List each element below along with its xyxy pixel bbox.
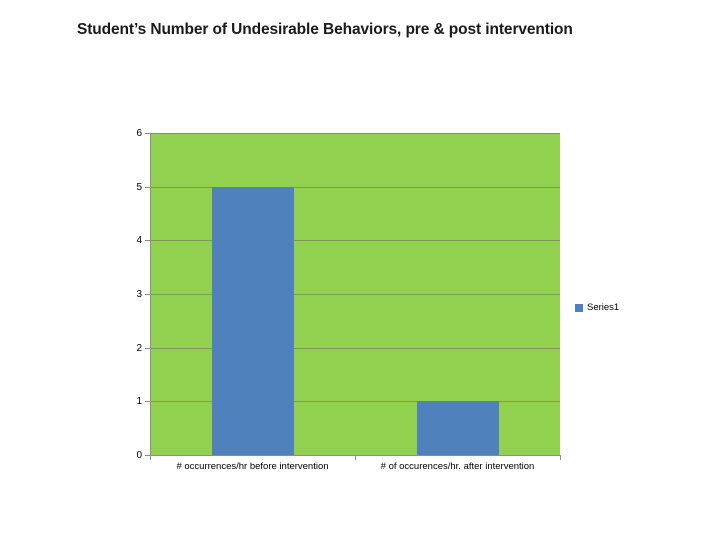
y-axis-tick-label: 2 bbox=[136, 342, 142, 354]
bar[interactable] bbox=[211, 186, 294, 455]
x-axis-category-label: # occurrences/hr before intervention bbox=[176, 461, 329, 472]
x-axis-tick bbox=[560, 455, 561, 460]
y-axis-tick-label: 1 bbox=[136, 396, 142, 408]
y-axis-line bbox=[150, 133, 151, 456]
bar[interactable] bbox=[416, 401, 499, 455]
y-axis-tick bbox=[145, 401, 150, 403]
x-axis-category-label: # of occurences/hr. after intervention bbox=[380, 461, 535, 472]
gridline bbox=[150, 401, 560, 403]
y-axis-tick bbox=[145, 133, 150, 134]
y-axis-tick bbox=[145, 455, 150, 456]
x-axis-tick bbox=[355, 455, 356, 460]
y-axis-tick-label: 6 bbox=[136, 128, 142, 139]
slide-title: Student’s Number of Undesirable Behavior… bbox=[77, 21, 573, 38]
gridline bbox=[150, 347, 560, 349]
gridline bbox=[150, 240, 560, 242]
plot-area bbox=[150, 133, 560, 455]
gridline bbox=[150, 186, 560, 188]
x-axis-tick bbox=[150, 455, 151, 460]
gridline bbox=[150, 133, 560, 134]
y-axis-tick bbox=[145, 294, 150, 295]
y-axis-tick-label: 4 bbox=[136, 235, 142, 247]
y-axis-tick-label: 5 bbox=[136, 181, 142, 193]
y-axis-tick bbox=[145, 186, 150, 188]
y-axis-tick bbox=[145, 347, 150, 349]
gridline bbox=[150, 294, 560, 295]
y-axis-tick-label: 3 bbox=[136, 289, 142, 300]
legend-swatch-icon bbox=[575, 304, 583, 312]
legend-label: Series1 bbox=[587, 302, 620, 313]
legend[interactable]: Series1 bbox=[575, 303, 619, 313]
y-axis-tick bbox=[145, 240, 150, 242]
y-axis-tick-label: 0 bbox=[136, 450, 142, 461]
